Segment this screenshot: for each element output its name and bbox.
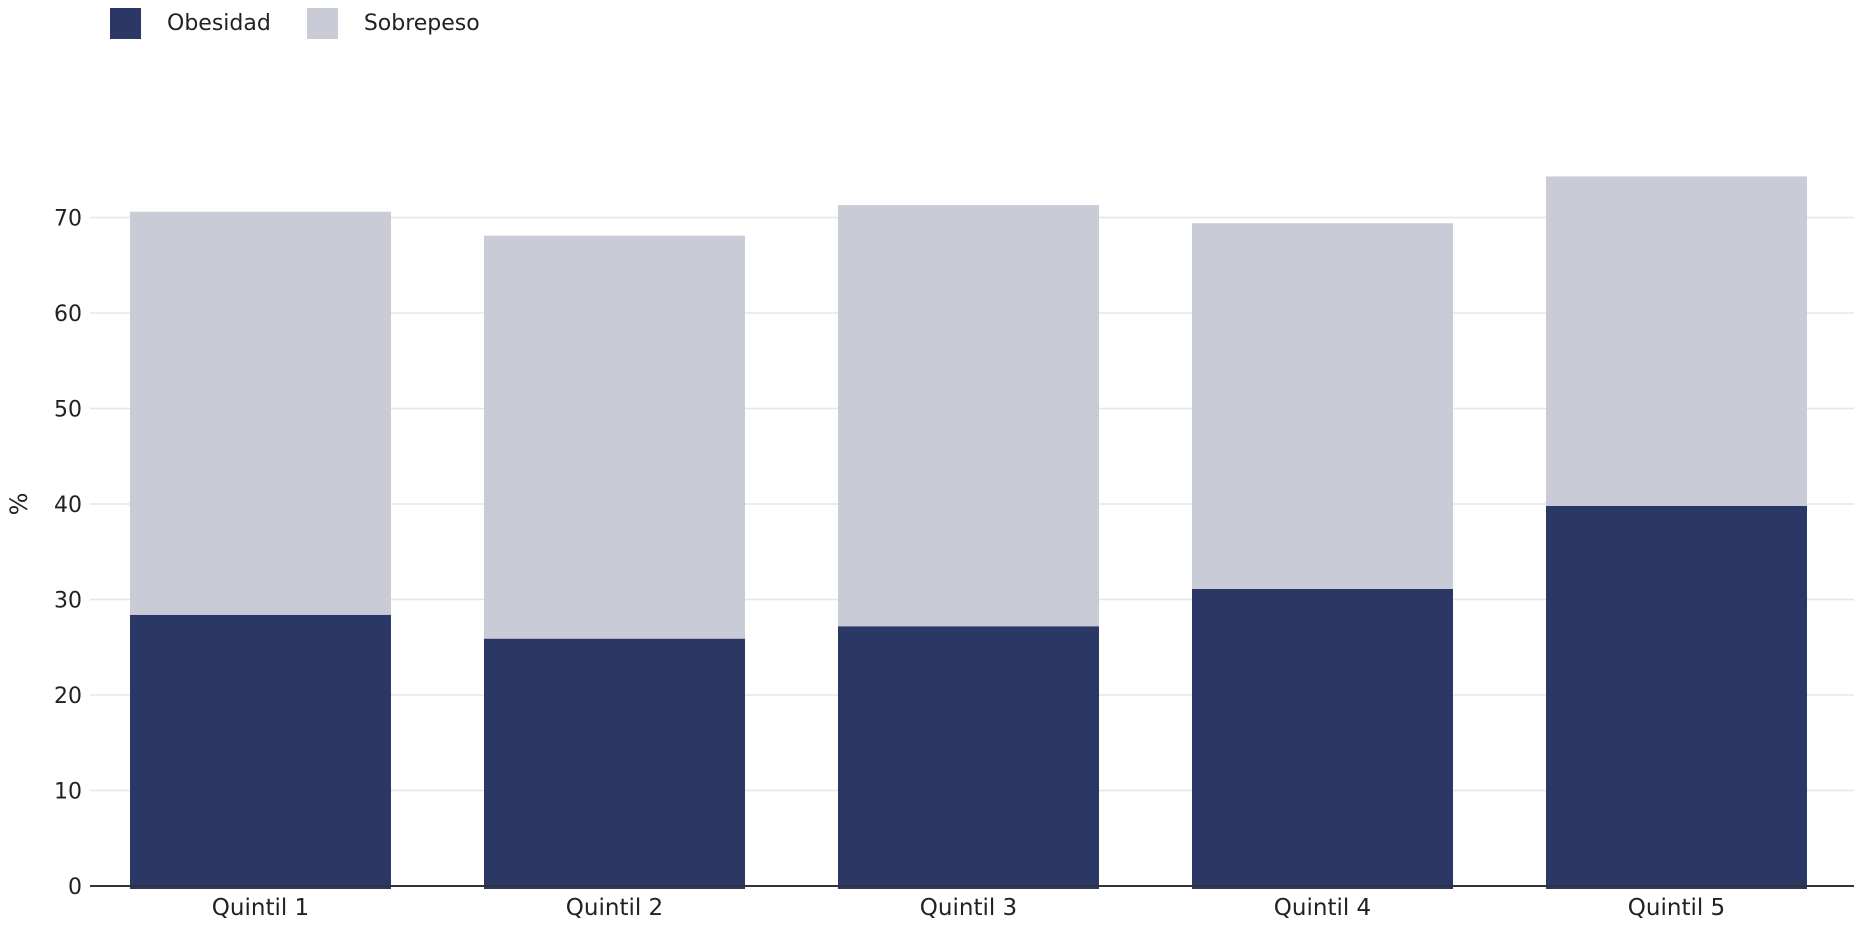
legend-label-obesidad: Obesidad <box>167 11 271 36</box>
y-tick-label: 50 <box>54 398 82 423</box>
legend-label-sobrepeso: Sobrepeso <box>363 11 480 36</box>
bar-obesidad <box>484 638 745 889</box>
bar-sobrepeso <box>838 205 1099 627</box>
legend-item-obesidad[interactable]: Obesidad <box>110 8 271 39</box>
y-tick-label: 10 <box>54 780 82 805</box>
y-axis-title: % <box>5 493 33 516</box>
bar-sobrepeso <box>1546 176 1807 506</box>
x-tick-label: Quintil 1 <box>212 895 309 921</box>
legend-swatch-sobrepeso <box>306 8 338 39</box>
bar-obesidad <box>838 626 1099 889</box>
legend-swatch-obesidad <box>110 8 141 39</box>
bar-sobrepeso <box>1192 223 1453 589</box>
x-tick-label: Quintil 2 <box>566 895 663 921</box>
x-tick-label: Quintil 3 <box>920 895 1017 921</box>
y-tick-label: 0 <box>68 875 82 900</box>
y-tick-label: 40 <box>54 493 82 518</box>
legend-item-sobrepeso[interactable]: Sobrepeso <box>306 8 480 39</box>
bar-obesidad <box>1546 505 1807 889</box>
y-tick-label: 30 <box>54 589 82 614</box>
x-tick-label: Quintil 5 <box>1628 895 1725 921</box>
legend: Obesidad Sobrepeso <box>110 8 516 39</box>
y-tick-label: 70 <box>54 207 82 232</box>
y-tick-label: 60 <box>54 302 82 327</box>
bar-sobrepeso <box>130 211 391 615</box>
x-tick-label: Quintil 4 <box>1274 895 1371 921</box>
y-tick-label: 20 <box>54 684 82 709</box>
bar-sobrepeso <box>484 235 745 639</box>
bar-obesidad <box>130 614 391 889</box>
bar-obesidad <box>1192 588 1453 889</box>
